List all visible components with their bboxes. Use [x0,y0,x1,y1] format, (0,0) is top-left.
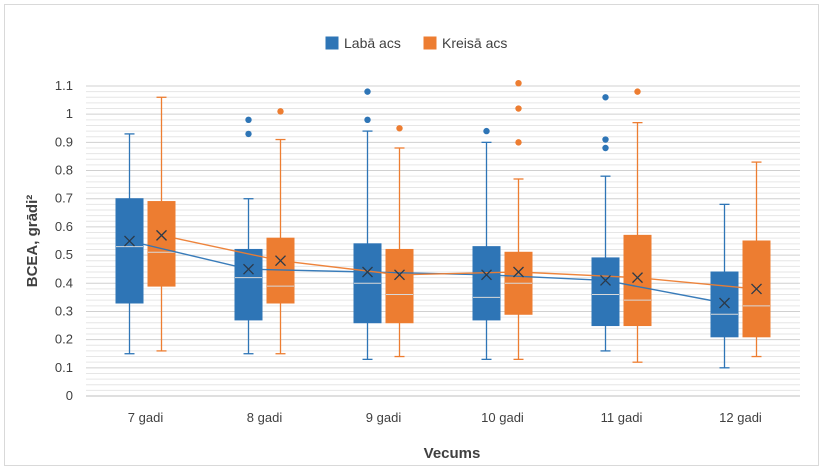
mean-marker [719,297,730,309]
series-label-b [147,79,771,363]
box-iqr [266,237,295,304]
x-tick-label: 7 gadi [128,410,164,425]
outlier-point [364,116,371,124]
box-9-gadi [353,88,382,361]
mean-marker [362,266,373,278]
mean-marker [481,269,492,281]
y-tick-label: 0.2 [55,332,73,347]
outlier-point [277,108,284,115]
outlier-point [396,125,403,132]
y-tick-label: 0.9 [55,134,73,149]
box-8-gadi [234,116,263,355]
outlier-point [483,127,490,135]
y-tick-label: 0.6 [55,219,73,234]
mean-marker [124,235,135,247]
box-10-gadi [472,127,501,361]
x-tick-label: 9 gadi [366,410,402,425]
y-tick-label: 0 [66,388,73,403]
y-tick-label: 1.1 [55,78,73,93]
y-tick-label: 0.7 [55,191,73,206]
legend-swatch-label-b [423,36,437,50]
box-12-gadi [742,161,771,358]
box-12-gadi [710,203,739,369]
mean-marker [275,255,286,267]
mean-marker [751,283,762,295]
box-7-gadi [147,96,176,352]
y-tick-label: 0.3 [55,303,73,318]
x-tick-label: 10 gadi [481,410,524,425]
mean-line-label-b [161,234,757,290]
box-iqr [115,198,144,304]
outlier-point [515,79,522,87]
box-iqr [385,248,414,324]
mean-marker [600,274,611,286]
box-8-gadi [266,108,295,355]
outlier-point [602,144,609,152]
outlier-point [245,130,252,138]
outlier-point [515,105,522,112]
y-tick-label: 0.4 [55,275,73,290]
box-iqr [710,271,739,338]
y-axis-title: BCEA, grādi² [24,195,41,288]
box-7-gadi [115,133,144,355]
outlier-point [364,88,371,95]
y-tick-label: 0.8 [55,163,73,178]
outlier-point [245,116,252,124]
box-9-gadi [385,125,414,358]
x-axis: 7 gadi 8 gadi 9 gadi 10 gadi 11 gadi 12 gadi [128,410,762,425]
mean-marker [243,263,254,275]
box-iqr [623,234,652,327]
box-10-gadi [504,79,533,361]
series-label-a [115,88,739,369]
mean-marker [632,272,643,284]
y-axis-ticks: 0 0.1 0.2 0.3 0.4 0.5 0.6 0.7 0.8 0.9 1 1.1 [55,78,73,403]
box-iqr [234,248,263,321]
box-11-gadi [623,88,652,363]
legend-label-b: Kreisā acs [442,35,507,51]
outlier-point [602,136,609,143]
y-tick-label: 0.1 [55,360,73,375]
legend-label-a: Labā acs [344,35,401,51]
x-tick-label: 8 gadi [247,410,283,425]
x-tick-label: 11 gadi [601,410,643,425]
box-11-gadi [591,94,620,352]
outlier-point [515,139,522,146]
mean-marker [156,229,167,241]
outlier-point [634,88,641,95]
y-tick-label: 1 [66,106,73,121]
legend-swatch-label-a [325,36,339,50]
gridlines [86,85,800,397]
x-axis-title: Vecums [424,445,481,462]
plot-area [115,79,771,369]
mean-marker [513,266,524,278]
box-iqr [147,201,176,287]
outlier-point [602,94,609,101]
mean-marker [394,269,405,281]
y-tick-label: 0.5 [55,247,73,262]
box-iqr [472,246,501,321]
legend: Labā acs Kreisā acs [325,35,507,51]
box-iqr [742,240,771,338]
box-iqr [591,257,620,327]
mean-line-label-a [129,240,725,304]
x-tick-label: 12 gadi [719,410,762,425]
